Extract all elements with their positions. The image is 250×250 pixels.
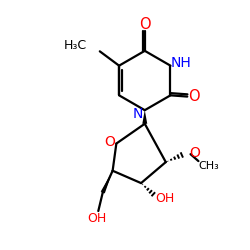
Text: O: O bbox=[189, 146, 200, 160]
Text: O: O bbox=[188, 89, 200, 104]
Text: N: N bbox=[132, 107, 142, 121]
Polygon shape bbox=[142, 110, 147, 124]
Text: OH: OH bbox=[88, 212, 107, 226]
Polygon shape bbox=[101, 171, 113, 194]
Text: O: O bbox=[104, 134, 115, 148]
Text: OH: OH bbox=[156, 192, 175, 205]
Text: H₃C: H₃C bbox=[64, 40, 87, 52]
Text: NH: NH bbox=[170, 56, 191, 70]
Text: O: O bbox=[139, 17, 150, 32]
Text: CH₃: CH₃ bbox=[198, 160, 219, 170]
